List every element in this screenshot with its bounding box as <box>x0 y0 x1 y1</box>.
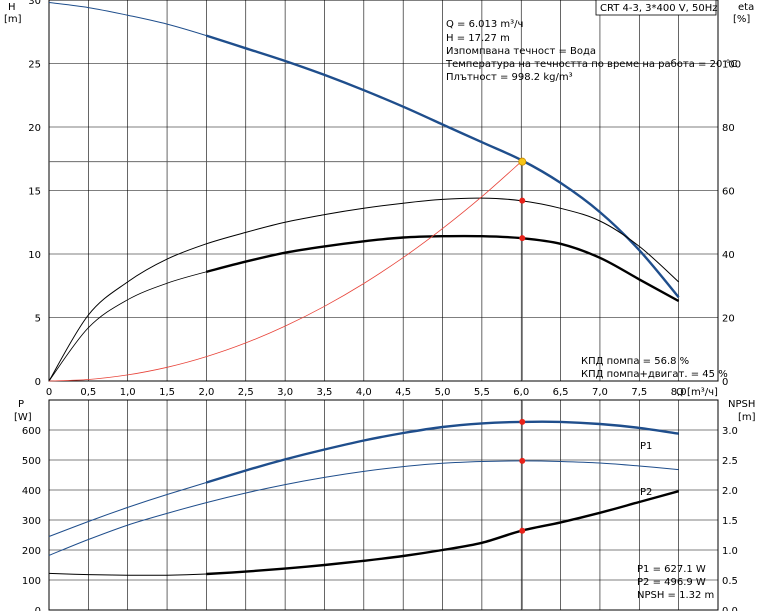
p-tick-label: 200 <box>22 546 41 557</box>
lower-frame <box>48 399 719 611</box>
info-h: H = 17.27 m <box>446 33 510 44</box>
p1-op-marker <box>519 418 526 425</box>
info-npsh: NPSH = 1.32 m <box>637 590 714 601</box>
x-tick-label: 5,5 <box>474 387 490 398</box>
info-p1: P1 = 627.1 W <box>637 564 706 575</box>
upper-plot: 0 0,5 1,0 1,5 2,0 2,5 3,0 3,5 4,0 4,5 5,0 5,5 6,0 6,5… <box>4 0 754 398</box>
info-liquid: Изпомпвана течност = Вода <box>446 46 596 57</box>
h-tick-label: 5 <box>35 314 41 325</box>
info-top: Q = 6.013 m³/ч H = 17.27 m Изпомпвана те… <box>445 19 738 83</box>
eff-op-marker <box>519 197 526 204</box>
x-tick-label: 0,5 <box>80 387 96 398</box>
p-axis-label: P <box>18 399 24 410</box>
h-tick-label: 30 <box>28 0 41 7</box>
x-tick-label: 4,5 <box>395 387 411 398</box>
x-tick-label: 8,0 <box>671 387 687 398</box>
npsh-tick-label: 1.0 <box>722 546 738 557</box>
x-tick-label: 2,5 <box>238 387 254 398</box>
info-efficiency: КПД помпа = 56.8 % КПД помпа+двигат. = 4… <box>581 356 728 380</box>
upper-series <box>48 2 680 382</box>
p2-op-marker <box>519 457 526 464</box>
npsh-tick-label: 0.0 <box>722 606 738 611</box>
head-curve-thick <box>206 34 680 298</box>
p-tick-label: 0 <box>35 606 41 611</box>
title-box-text: CRT 4-3, 3*400 V, 50Hz <box>600 3 718 14</box>
h-tick-label: 10 <box>28 250 41 261</box>
eta-tick-label: 20 <box>722 314 735 325</box>
eff-op-marker <box>519 235 526 242</box>
npsh-tick-label: 0.5 <box>722 576 738 587</box>
system-curve <box>48 161 522 382</box>
x-tick-label: 1,5 <box>159 387 175 398</box>
x-tick-label: 6,0 <box>513 387 529 398</box>
eta-tick-label: 40 <box>722 250 735 261</box>
npsh-axis-unit: [m] <box>738 412 756 423</box>
npsh-tick-label: 1.5 <box>722 516 738 527</box>
total-eff-curve-thick <box>206 234 680 303</box>
npsh-axis-label: NPSH <box>728 399 755 410</box>
x-tick-label: 3,0 <box>277 387 293 398</box>
h-axis-unit: [m] <box>4 14 22 25</box>
h-tick-label: 20 <box>28 123 41 134</box>
x-tick-label: 2,0 <box>198 387 214 398</box>
x-tick-label: 6,5 <box>553 387 569 398</box>
info-total-eff: КПД помпа+двигат. = 45 % <box>581 369 728 380</box>
h-tick-label: 25 <box>28 60 41 71</box>
npsh-tick-label: 3.0 <box>722 426 738 437</box>
p2-series-label: P2 <box>640 487 652 498</box>
pump-eff-curve <box>48 197 679 382</box>
x-tick-label: 0 <box>46 387 52 398</box>
upper-frame <box>48 0 719 382</box>
h-tick-label: 0 <box>35 377 41 388</box>
p1-series-label: P1 <box>640 441 652 452</box>
upper-ticks: 0 0,5 1,0 1,5 2,0 2,5 3,0 3,5 4,0 4,5 5,0 5,5 6,0 6,5… <box>28 0 741 398</box>
info-p2: P2 = 496.9 W <box>637 577 706 588</box>
x-tick-label: 5,0 <box>435 387 451 398</box>
p2-curve <box>48 460 679 556</box>
eta-axis-unit: [%] <box>733 14 750 25</box>
p-axis-unit: [W] <box>14 412 32 423</box>
lower-plot: 0 100 200 300 400 500 600 0.0 0.5 1.0 1.5 2.0 2.5 3.0… <box>14 399 756 611</box>
duty-point-marker <box>518 157 527 166</box>
lower-ticks: 0 100 200 300 400 500 600 0.0 0.5 1.0 1.5 2.0 2.5 3.0 <box>22 426 738 611</box>
p-tick-label: 400 <box>22 486 41 497</box>
npsh-curve-thick <box>206 490 679 576</box>
x-tick-label: 7,0 <box>592 387 608 398</box>
info-density: Плътност = 998.2 kg/m³ <box>446 72 573 83</box>
p-tick-label: 600 <box>22 426 41 437</box>
eta-axis-label: eta <box>738 2 754 13</box>
h-tick-label: 15 <box>28 187 41 198</box>
q-axis-label: Q [m³/ч] <box>676 387 718 398</box>
title-box: CRT 4-3, 3*400 V, 50Hz <box>595 0 718 16</box>
npsh-tick-label: 2.5 <box>722 456 738 467</box>
x-tick-label: 3,5 <box>317 387 333 398</box>
x-tick-label: 7,5 <box>631 387 647 398</box>
x-tick-label: 4,0 <box>356 387 372 398</box>
eta-tick-label: 100 <box>722 60 741 71</box>
h-axis-label: H <box>8 2 16 13</box>
lower-series <box>48 400 679 610</box>
npsh-op-marker <box>519 527 526 534</box>
info-pump-eff: КПД помпа = 56.8 % <box>581 356 689 367</box>
npsh-tick-label: 2.0 <box>722 486 738 497</box>
info-temperature: Температура на течността по време на раб… <box>445 59 738 70</box>
info-q: Q = 6.013 m³/ч <box>446 19 523 30</box>
x-tick-label: 1,0 <box>120 387 136 398</box>
p-tick-label: 100 <box>22 576 41 587</box>
eta-tick-label: 0 <box>722 377 728 388</box>
eta-tick-label: 60 <box>722 187 735 198</box>
p-tick-label: 300 <box>22 516 41 527</box>
eta-tick-label: 80 <box>722 123 735 134</box>
info-power: P1 = 627.1 W P2 = 496.9 W NPSH = 1.32 m <box>637 564 714 601</box>
upper-grid <box>49 0 718 381</box>
p1-curve-thick <box>206 420 679 484</box>
p-tick-label: 500 <box>22 456 41 467</box>
lower-grid <box>49 400 718 610</box>
